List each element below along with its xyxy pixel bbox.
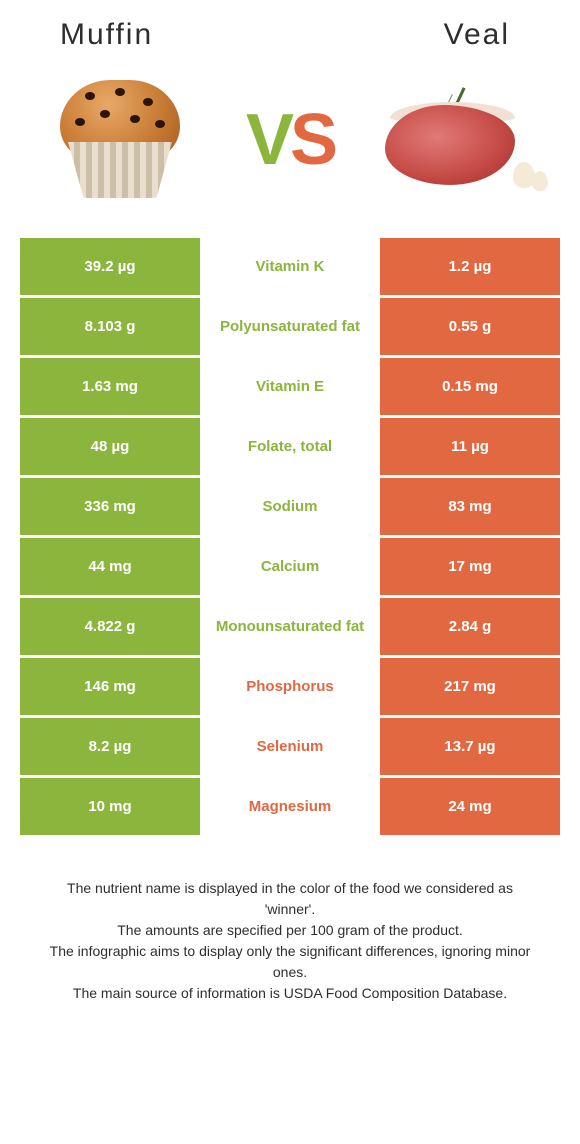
nutrient-name: Vitamin K: [200, 238, 380, 295]
vs-label: VS: [246, 104, 334, 176]
nutrient-row: 39.2 µgVitamin K1.2 µg: [20, 238, 560, 298]
vs-s: S: [290, 100, 334, 180]
nutrient-name: Selenium: [200, 718, 380, 775]
nutrient-name: Folate, total: [200, 418, 380, 475]
right-food-title: Veal: [285, 18, 550, 52]
nutrient-row: 44 mgCalcium17 mg: [20, 538, 560, 598]
right-value: 0.15 mg: [380, 358, 560, 415]
nutrient-row: 1.63 mgVitamin E0.15 mg: [20, 358, 560, 418]
left-value: 10 mg: [20, 778, 200, 835]
left-value: 48 µg: [20, 418, 200, 475]
nutrient-row: 8.103 gPolyunsaturated fat0.55 g: [20, 298, 560, 358]
nutrient-name: Vitamin E: [200, 358, 380, 415]
nutrient-name: Monounsaturated fat: [200, 598, 380, 655]
footer-notes: The nutrient name is displayed in the co…: [20, 838, 560, 1004]
right-value: 1.2 µg: [380, 238, 560, 295]
left-value: 44 mg: [20, 538, 200, 595]
footer-line: The nutrient name is displayed in the co…: [40, 878, 540, 920]
nutrient-name: Sodium: [200, 478, 380, 535]
footer-line: The amounts are specified per 100 gram o…: [40, 920, 540, 941]
right-value: 2.84 g: [380, 598, 560, 655]
left-value: 39.2 µg: [20, 238, 200, 295]
nutrient-name: Phosphorus: [200, 658, 380, 715]
hero-row: VS: [20, 70, 560, 238]
left-food-title: Muffin: [30, 18, 285, 52]
nutrient-row: 4.822 gMonounsaturated fat2.84 g: [20, 598, 560, 658]
right-value: 217 mg: [380, 658, 560, 715]
title-row: Muffin Veal: [20, 18, 560, 70]
right-value: 24 mg: [380, 778, 560, 835]
nutrient-row: 336 mgSodium83 mg: [20, 478, 560, 538]
footer-line: The main source of information is USDA F…: [40, 983, 540, 1004]
right-value: 0.55 g: [380, 298, 560, 355]
left-value: 4.822 g: [20, 598, 200, 655]
right-value: 11 µg: [380, 418, 560, 475]
nutrient-row: 10 mgMagnesium24 mg: [20, 778, 560, 838]
left-value: 146 mg: [20, 658, 200, 715]
nutrient-row: 48 µgFolate, total11 µg: [20, 418, 560, 478]
left-value: 1.63 mg: [20, 358, 200, 415]
veal-icon: [380, 80, 540, 200]
right-value: 17 mg: [380, 538, 560, 595]
left-value: 336 mg: [20, 478, 200, 535]
muffin-icon: [55, 80, 185, 200]
nutrient-row: 146 mgPhosphorus217 mg: [20, 658, 560, 718]
nutrient-row: 8.2 µgSelenium13.7 µg: [20, 718, 560, 778]
left-value: 8.103 g: [20, 298, 200, 355]
nutrient-table: 39.2 µgVitamin K1.2 µg8.103 gPolyunsatur…: [20, 238, 560, 838]
left-value: 8.2 µg: [20, 718, 200, 775]
right-value: 13.7 µg: [380, 718, 560, 775]
right-value: 83 mg: [380, 478, 560, 535]
right-food-image: [370, 70, 550, 210]
vs-v: V: [246, 100, 290, 180]
nutrient-name: Calcium: [200, 538, 380, 595]
footer-line: The infographic aims to display only the…: [40, 941, 540, 983]
nutrient-name: Magnesium: [200, 778, 380, 835]
left-food-image: [30, 70, 210, 210]
nutrient-name: Polyunsaturated fat: [200, 298, 380, 355]
